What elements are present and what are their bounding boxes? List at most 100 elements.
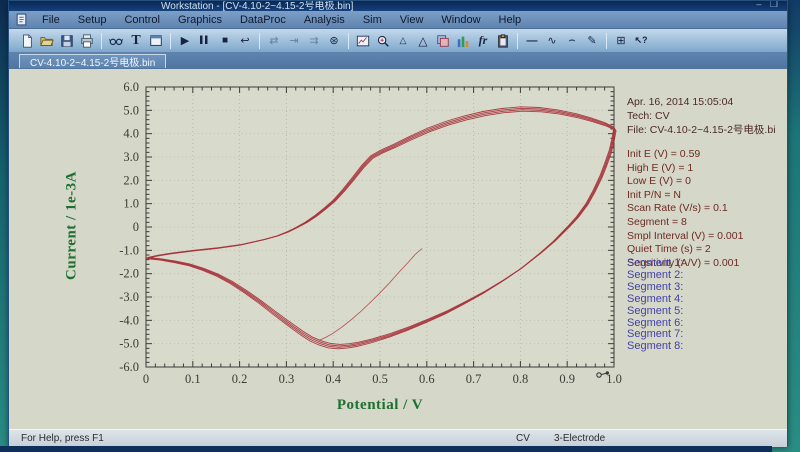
step-swap-icon[interactable]: ⇄ [269, 35, 279, 47]
menu-item-control[interactable]: Control [124, 13, 160, 26]
svg-text:-3.0: -3.0 [119, 290, 139, 304]
window-layout-icon[interactable] [147, 31, 165, 51]
info-header-line: Apr. 16, 2014 15:05:04 [627, 96, 734, 108]
status-bar: For Help, press F1 CV 3-Electrode [9, 429, 787, 447]
overlay-plots-icon[interactable] [434, 31, 452, 51]
data-grid-icon[interactable]: ⊞ [616, 35, 626, 47]
toolbar-separator [517, 32, 518, 49]
desktop-edge-left [0, 0, 8, 452]
run-experiment-icon[interactable]: ▶ [180, 35, 190, 47]
segment-label: Segment 4: [627, 292, 684, 305]
parameter-line: High E (V) = 1 [627, 161, 694, 174]
text-annotation-icon[interactable]: T [131, 32, 141, 48]
document-app-icon [16, 13, 27, 26]
svg-text:-5.0: -5.0 [119, 337, 139, 351]
svg-text:0.9: 0.9 [559, 372, 575, 386]
info-header-line: File: CV-4.10-2~4.15-2号电极.bi [627, 124, 776, 136]
svg-text:6.0: 6.0 [123, 80, 139, 94]
desktop-edge-bottom [0, 446, 772, 452]
svg-text:0.4: 0.4 [325, 372, 341, 386]
segment-label: Segment 2: [627, 268, 684, 281]
svg-text:-1.0: -1.0 [119, 243, 139, 257]
status-help-text: For Help, press F1 [21, 433, 104, 444]
parameter-line: Smpl Interval (V) = 0.001 [627, 229, 744, 242]
parameter-line: Low E (V) = 0 [627, 175, 691, 188]
svg-text:-2.0: -2.0 [119, 267, 139, 281]
svg-text:1.0: 1.0 [123, 197, 139, 211]
info-header-line: Tech: CV [627, 110, 670, 122]
toolbar: T ▶ ▌▌ ■ ↩ ⇄ ⇥ ⇉ ⊛ △ △ fr — ∿ ⌢ ✎ ⊞ ↖? [9, 29, 787, 53]
rotate-wheel-icon[interactable]: ⊛ [329, 35, 339, 47]
svg-text:0.5: 0.5 [372, 372, 388, 386]
peak-definition-large-icon[interactable]: △ [418, 33, 428, 48]
zoom-in-icon[interactable] [374, 31, 392, 51]
save-icon[interactable] [58, 31, 76, 51]
document-tab[interactable]: CV-4.10-2~4.15-2号电极.bin [19, 54, 167, 69]
copy-clipboard-icon[interactable] [494, 31, 512, 51]
menu-item-analysis[interactable]: Analysis [303, 13, 345, 26]
step-repeat-icon[interactable]: ⇉ [309, 35, 319, 47]
zoom-graph-icon[interactable] [354, 31, 372, 51]
document-tab-strip: CV-4.10-2~4.15-2号电极.bin [9, 53, 787, 69]
line-tool-icon[interactable]: — [526, 34, 538, 47]
plot-client-area: 0 0.1 0.2 0.3 0.4 0.5 0.6 0.7 0.8 0.9 1.0 6.0 5.0 4.0… [9, 69, 787, 429]
reverse-scan-icon[interactable]: ↩ [240, 35, 250, 47]
window-title: Workstation - [CV-4.10-2~4.15-2号电极.bin] [161, 1, 354, 11]
svg-text:0.6: 0.6 [419, 372, 435, 386]
cv-plot[interactable]: 0 0.1 0.2 0.3 0.4 0.5 0.6 0.7 0.8 0.9 1.0 6.0 5.0 4.0… [9, 69, 787, 429]
toolbar-separator [170, 32, 171, 49]
menu-item-setup[interactable]: Setup [77, 13, 107, 26]
pause-icon[interactable]: ▌▌ [200, 37, 210, 44]
svg-text:5.0: 5.0 [123, 103, 139, 117]
context-help-icon[interactable]: ↖? [634, 35, 648, 45]
window-controls[interactable]: – ❐ [756, 1, 781, 9]
toolbar-separator [606, 32, 607, 49]
print-icon[interactable] [78, 31, 96, 51]
svg-text:0.2: 0.2 [232, 372, 248, 386]
experiment-parameters: Init E (V) = 0.59 High E (V) = 1 Low E (V)… [627, 148, 787, 270]
fr-tool-icon[interactable]: fr [478, 33, 488, 47]
status-technique: CV [516, 433, 530, 444]
menu-bar: File Setup Control Graphics DataProc Analysis… [9, 11, 787, 29]
peak-definition-icon[interactable]: △ [399, 35, 407, 45]
parameter-line: Quiet Time (s) = 2 [627, 243, 711, 256]
menu-item-file[interactable]: File [42, 13, 60, 26]
status-electrode-mode: 3-Electrode [554, 433, 606, 444]
pointer-cursor-icon [595, 367, 613, 385]
svg-text:1.0: 1.0 [606, 372, 622, 386]
y-axis-title: Current / 1e-3A [63, 171, 80, 280]
open-file-icon[interactable] [38, 31, 56, 51]
svg-text:0.1: 0.1 [185, 372, 201, 386]
svg-text:2.0: 2.0 [123, 173, 139, 187]
segment-label: Segment 5: [627, 304, 684, 317]
toolbar-separator [348, 32, 349, 49]
pen-tool-icon[interactable]: ✎ [587, 35, 597, 47]
curve-tool-icon[interactable]: ⌢ [568, 34, 576, 46]
sine-wave-icon[interactable]: ∿ [547, 35, 557, 47]
segment-label: Segment 3: [627, 280, 684, 293]
segment-label: Segment 8: [627, 340, 684, 353]
menu-item-graphics[interactable]: Graphics [177, 13, 222, 26]
menu-item-window[interactable]: Window [441, 13, 481, 26]
new-file-icon[interactable] [18, 31, 36, 51]
app-window: Workstation - [CV-4.10-2~4.15-2号电极.bin] … [8, 0, 788, 447]
bar-graph-icon[interactable] [454, 31, 472, 51]
step-to-end-icon[interactable]: ⇥ [289, 35, 299, 47]
menu-item-sim[interactable]: Sim [362, 13, 382, 26]
parameter-line: Init P/N = N [627, 188, 681, 201]
segment-label: Segment 1: [627, 257, 684, 269]
svg-text:4.0: 4.0 [123, 127, 139, 141]
svg-text:-6.0: -6.0 [119, 360, 139, 374]
experiment-info-panel: Apr. 16, 2014 15:05:04 Tech: CV File: CV-4… [627, 69, 787, 429]
experiment-header: Apr. 16, 2014 15:05:04 Tech: CV File: CV-4… [627, 95, 787, 137]
segment-label: Segment 7: [627, 328, 684, 341]
data-view-glasses-icon[interactable] [107, 31, 125, 51]
menu-item-help[interactable]: Help [498, 13, 522, 26]
parameter-line: Segment = 8 [627, 215, 687, 228]
menu-item-view[interactable]: View [399, 13, 424, 26]
stop-icon[interactable]: ■ [221, 35, 229, 46]
segment-label: Segment 6: [627, 316, 684, 329]
menu-item-dataproc[interactable]: DataProc [239, 13, 286, 26]
svg-text:0: 0 [133, 220, 139, 234]
parameter-line: Scan Rate (V/s) = 0.1 [627, 202, 728, 215]
